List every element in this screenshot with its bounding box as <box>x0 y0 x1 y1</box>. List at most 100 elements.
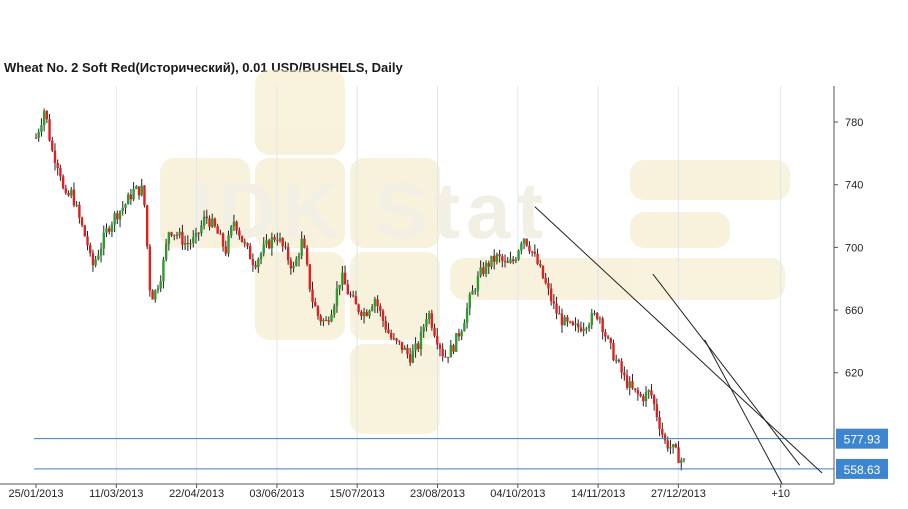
candle-body <box>465 308 469 324</box>
candle-body <box>145 205 149 247</box>
candle-body <box>509 259 512 263</box>
candle-body <box>414 343 417 351</box>
candle-body <box>230 226 233 236</box>
candle-body <box>97 255 100 260</box>
watermark-text: IDK Stat <box>190 166 549 255</box>
candle-body <box>194 232 198 238</box>
candle-body <box>566 317 569 322</box>
candle-body <box>661 428 664 435</box>
candle-body <box>549 288 553 302</box>
candle-body <box>40 125 43 133</box>
candle-body <box>647 390 650 393</box>
candle-body <box>406 347 409 355</box>
watermark-block-0 <box>255 70 345 155</box>
candle-body <box>167 232 171 244</box>
candle-body <box>116 213 119 220</box>
candle-body <box>560 313 564 326</box>
candle-body <box>186 242 190 245</box>
candle-body <box>598 318 602 320</box>
candle-body <box>487 263 490 267</box>
candle-body <box>411 350 415 363</box>
axes: 780 740 700 660 620 25/01/2013 11/03/2013 22/04… <box>0 86 863 500</box>
candle-body <box>528 245 531 252</box>
candle-body <box>286 247 290 261</box>
y-tick-label-3: 660 <box>845 305 863 317</box>
y-tick-label-4: 620 <box>845 368 863 380</box>
candle-body <box>495 254 499 262</box>
candle-body <box>441 348 444 357</box>
trend-line-1 <box>652 273 801 466</box>
candle-body <box>568 321 572 323</box>
candle-body <box>276 239 279 241</box>
candle-body <box>455 333 458 352</box>
candle-body <box>59 167 62 177</box>
candle-body <box>373 299 377 307</box>
candle-body <box>677 447 680 463</box>
candle-body <box>574 323 577 325</box>
candle-body <box>408 354 412 363</box>
candle-body <box>319 315 322 322</box>
candle-body <box>606 336 610 339</box>
candle-body <box>297 255 301 260</box>
candle-body <box>484 263 488 275</box>
candle-body <box>303 238 306 248</box>
candle-body <box>178 231 181 236</box>
candle-body <box>658 417 661 429</box>
candle-body <box>639 394 642 397</box>
x-tick-label-0: 25/01/2013 <box>8 488 63 500</box>
candle-body <box>379 306 382 311</box>
candle-body <box>514 259 518 262</box>
candle-body <box>181 231 184 245</box>
candle-body <box>316 306 320 316</box>
candle-body <box>341 272 344 285</box>
candle-body <box>330 314 333 322</box>
candle-body <box>305 247 309 265</box>
candle-body <box>99 248 103 256</box>
candle-body <box>162 259 165 282</box>
candle-body <box>34 137 38 139</box>
candle-body <box>387 329 390 333</box>
candle-body <box>636 389 640 395</box>
candle-body <box>56 162 59 168</box>
candle-body <box>501 256 504 261</box>
candle-body <box>42 110 46 126</box>
candle-body <box>295 259 298 266</box>
candle-body <box>376 299 379 307</box>
x-tick-label-4: 15/07/2013 <box>330 488 385 500</box>
level-badge-0 <box>836 428 888 449</box>
watermark-block-5 <box>350 252 440 340</box>
candle-body <box>289 260 293 269</box>
candle-body <box>365 311 368 316</box>
candle-body <box>45 110 49 120</box>
candle-body <box>270 237 274 249</box>
candle-body <box>240 235 244 243</box>
candle-body <box>544 278 547 284</box>
candle-body <box>164 243 168 260</box>
candle-body <box>70 189 73 196</box>
x-tick-label-5: 23/08/2013 <box>410 488 465 500</box>
candle-body <box>533 251 537 254</box>
candle-body <box>577 323 580 328</box>
candle-body <box>460 331 463 337</box>
candle-body <box>490 255 493 267</box>
candle-body <box>617 359 621 362</box>
watermark-block-9 <box>630 212 730 248</box>
candle-body <box>628 381 631 388</box>
candle-body <box>259 253 263 260</box>
candle-body <box>522 238 526 244</box>
candle-body <box>159 281 162 289</box>
candle-body <box>192 237 195 244</box>
horizontal-levels: 577.93 558.63 <box>34 428 888 479</box>
candle-body <box>425 319 428 327</box>
candle-body <box>403 347 406 350</box>
candle-body <box>631 381 634 389</box>
candle-body <box>525 238 528 246</box>
candle-body <box>596 313 599 320</box>
candle-body <box>590 313 593 326</box>
candle-body <box>53 150 57 163</box>
x-tick-label-1: 11/03/2013 <box>89 488 143 500</box>
candle-body <box>666 440 669 449</box>
candle-body <box>273 237 276 240</box>
candle-body <box>601 318 604 333</box>
